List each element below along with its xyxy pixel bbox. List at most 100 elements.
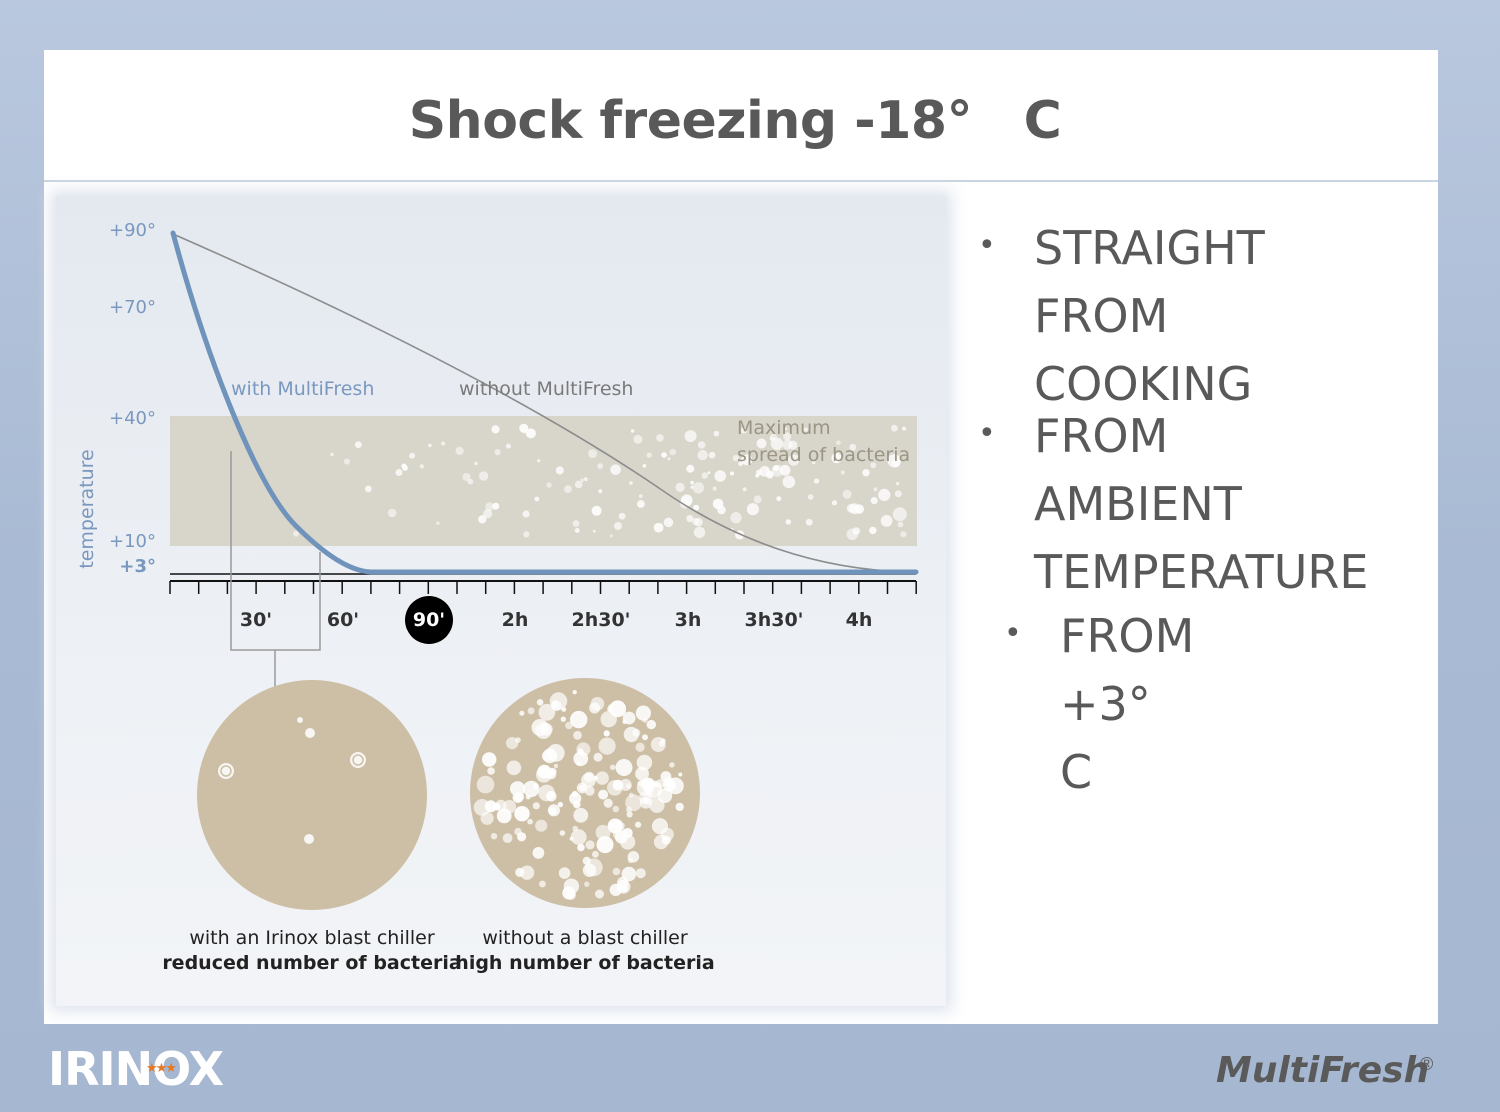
bacteria-dot [559,830,566,836]
bacteria-dot [842,489,852,499]
bacteria-dot [708,451,716,459]
bacteria-dot [770,437,784,450]
bacteria-dot [895,481,900,486]
bacteria-dot [870,462,877,469]
bacteria-dot [897,521,904,528]
bacteria-dot [894,490,902,498]
bacteria-dot [525,794,531,800]
bacteria-dot [585,840,595,850]
bacteria-dot [619,778,632,791]
bacteria-dot [626,811,633,818]
bacteria-dot [717,505,726,515]
bacteria-dot [712,486,717,491]
bacteria-dot [608,704,613,709]
bacteria-dot [505,443,511,449]
bacteria-dot [667,457,671,461]
bacteria-dot [583,477,588,482]
zone-label-line2: spread of bacteria [737,444,910,466]
bacteria-dot [527,818,533,825]
bacteria-dot [782,475,796,489]
circle-reduced-bacteria [197,680,427,910]
bacteria-dot [622,711,636,725]
y-tick-70: +70° [109,297,156,318]
bacteria-dot [831,452,842,464]
bullet-marker-2: • [978,416,996,451]
irinox-stars-icon: ★★★ [146,1060,177,1075]
bacteria-dot [409,452,416,459]
bacteria-dot [525,428,536,439]
bacteria-dot [538,703,556,721]
bacteria-dot [619,822,625,829]
bacteria-dot [878,488,891,501]
bacteria-dot [635,766,649,781]
x-tick-60: 60' [327,609,359,631]
bacteria-dot [713,430,720,437]
bacteria-dot [574,528,580,533]
bacteria-dot [788,454,800,466]
bacteria-dot [478,515,487,524]
bacteria-dot [653,522,664,533]
bacteria-dot [343,458,350,465]
y-tick-10: +10° [109,531,156,552]
caption-reduced-line1: with an Irinox blast chiller [189,927,435,949]
bacteria-temperature-figure: Maximum spread of bacteria +90° +70° +40… [76,220,919,974]
bacteria-dot [655,779,665,789]
bacteria-dot [612,867,621,876]
bacteria-dot [707,471,711,475]
x-tick-2h30: 2h30' [571,609,630,631]
curve-label-without: without MultiFresh [459,378,633,400]
bacteria-dot [615,759,633,776]
x-tick-90: 90' [413,609,445,631]
y-axis-label: temperature [76,449,98,568]
bacteria-dot [537,459,541,463]
bacteria-dot [462,473,471,481]
bacteria-dot [784,427,788,431]
bacteria-dot [782,439,793,450]
x-tick-30: 30' [240,609,272,631]
bacteria-dot [880,515,893,527]
bacteria-dot [636,779,654,796]
bacteria-dot [522,510,530,518]
bacteria-dot [635,868,646,879]
bacteria-dot [563,878,580,894]
bacteria-dot [625,794,642,812]
curve-without-multifresh [172,233,917,573]
bacteria-dot [555,466,564,475]
circle-high-bacteria [470,678,700,908]
bacteria-dot [570,829,587,845]
bacteria-dot [684,430,697,443]
bacteria-dot [697,441,706,449]
bacteria-dot [635,821,642,828]
bacteria-dot [581,772,596,788]
bacteria-dot [892,507,907,522]
bacteria-dot [547,770,557,780]
bacteria-dot [603,798,613,808]
bacteria-dot [364,485,372,493]
bacteria-dot [620,834,636,850]
bacteria-dot [627,857,634,863]
bacteria-dot [539,880,546,888]
bacteria-dot [572,520,580,527]
bacteria-dot [603,730,610,737]
bacteria-dot [742,487,747,492]
bacteria-dot [902,426,907,431]
bacteria-dot [535,819,548,832]
bacteria-dot [610,464,621,476]
bacteria-dot [630,429,635,433]
bacteria-dot [597,463,603,469]
x-tick-3h: 3h [675,609,702,631]
bacteria-dot [609,822,615,829]
bacteria-dot [588,449,598,459]
bacteria-dot [642,734,648,741]
bacteria-dot [484,800,497,813]
bacteria-dot [428,443,432,448]
bacteria-dot [831,500,838,506]
bacteria-dot [783,432,792,441]
bacteria-dot [551,700,558,706]
curve-label-with: with MultiFresh [231,378,374,400]
bacteria-dot [596,836,614,854]
caption-high-line1: without a blast chiller [482,927,688,949]
bacteria-dot [669,762,675,768]
bacteria-dot [656,434,664,442]
bacteria-dot [756,438,767,449]
